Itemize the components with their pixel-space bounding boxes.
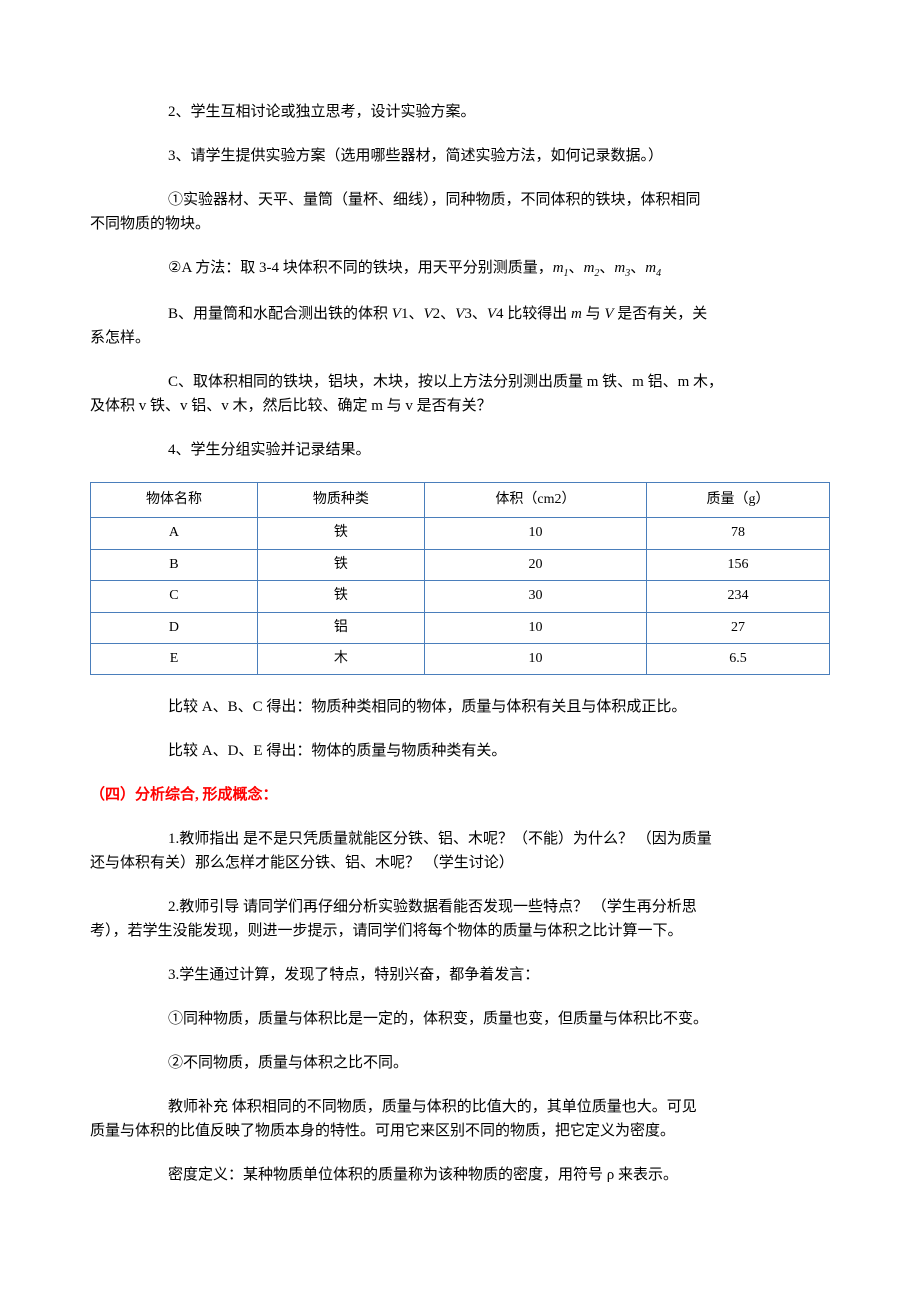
subscript: 4 <box>656 268 661 279</box>
paragraph-4: 4、学生分组实验并记录结果。 <box>90 438 830 462</box>
text-segment: 考），若学生没能发现，则进一步提示，请同学们将每个物体的质量与体积之比计算一下。 <box>90 919 830 943</box>
subscript: 4 <box>496 306 504 322</box>
table-header: 物质种类 <box>257 483 424 518</box>
table-cell: 20 <box>424 549 646 580</box>
subscript: 2 <box>433 306 441 322</box>
paragraph-method-a: ②A 方法：取 3-4 块体积不同的铁块，用天平分别测质量，m1、m2、m3、m… <box>90 256 830 282</box>
text-segment: 还与体积有关）那么怎样才能区分铁、铝、木呢？ （学生讨论） <box>90 851 830 875</box>
paragraph-teacher-1: 1.教师指出 是不是只凭质量就能区分铁、铝、木呢？（不能）为什么？ （因为质量 … <box>90 827 830 875</box>
var-m: m <box>645 260 656 276</box>
subscript: 1 <box>564 268 569 279</box>
text-segment: 1.教师指出 是不是只凭质量就能区分铁、铝、木呢？（不能）为什么？ （因为质量 <box>90 827 830 851</box>
paragraph-materials: ①实验器材、天平、量筒（量杯、细线），同种物质，不同体积的铁块，体积相同 不同物… <box>90 188 830 236</box>
table-cell: 铁 <box>257 518 424 549</box>
table-row: D 铝 10 27 <box>91 612 830 643</box>
text-segment: 不同物质的物块。 <box>90 212 830 236</box>
paragraph-finding-1: ①同种物质，质量与体积比是一定的，体积变，质量也变，但质量与体积比不变。 <box>90 1007 830 1031</box>
table-cell: 铝 <box>257 612 424 643</box>
table-row: B 铁 20 156 <box>91 549 830 580</box>
text-segment: 是否有关，关 <box>614 306 708 322</box>
table-cell: 156 <box>647 549 830 580</box>
table-cell: D <box>91 612 258 643</box>
table-cell: C <box>91 581 258 612</box>
var-m: m <box>614 260 625 276</box>
var-m: m <box>584 260 595 276</box>
table-cell: B <box>91 549 258 580</box>
paragraph-compare-abc: 比较 A、B、C 得出：物质种类相同的物体，质量与体积有关且与体积成正比。 <box>90 695 830 719</box>
var-v: V <box>455 306 464 322</box>
table-cell: 27 <box>647 612 830 643</box>
paragraph-method-c: C、取体积相同的铁块，铝块，木块，按以上方法分别测出质量 m 铁、m 铝、m 木… <box>90 370 830 418</box>
table-cell: 铁 <box>257 549 424 580</box>
paragraph-teacher-supplement: 教师补充 体积相同的不同物质，质量与体积的比值大的，其单位质量也大。可见 质量与… <box>90 1095 830 1143</box>
paragraph-method-b: B、用量筒和水配合测出铁的体积 V1、V2、V3、V4 比较得出 m 与 V 是… <box>90 302 830 350</box>
table-cell: 10 <box>424 612 646 643</box>
table-cell: 10 <box>424 518 646 549</box>
paragraph-finding-2: ②不同物质，质量与体积之比不同。 <box>90 1051 830 1075</box>
subscript: 2 <box>594 268 599 279</box>
text-segment: 教师补充 体积相同的不同物质，质量与体积的比值大的，其单位质量也大。可见 <box>90 1095 830 1119</box>
text-segment: C、取体积相同的铁块，铝块，木块，按以上方法分别测出质量 m 铁、m 铝、m 木… <box>90 370 830 394</box>
table-cell: E <box>91 643 258 674</box>
experiment-data-table: 物体名称 物质种类 体积（cm2） 质量（g） A 铁 10 78 B 铁 20… <box>90 482 830 675</box>
table-cell: 铁 <box>257 581 424 612</box>
text-segment: 系怎样。 <box>90 326 830 350</box>
text-segment: 与 <box>582 306 605 322</box>
table-cell: 78 <box>647 518 830 549</box>
paragraph-3: 3、请学生提供实验方案（选用哪些器材，简述实验方法，如何记录数据。） <box>90 144 830 168</box>
table-header: 物体名称 <box>91 483 258 518</box>
subscript: 3 <box>625 268 630 279</box>
section-heading-4: （四）分析综合, 形成概念： <box>90 783 830 807</box>
table-row: C 铁 30 234 <box>91 581 830 612</box>
text-segment: 质量与体积的比值反映了物质本身的特性。可用它来区别不同的物质，把它定义为密度。 <box>90 1119 830 1143</box>
paragraph-compare-ade: 比较 A、D、E 得出：物体的质量与物质种类有关。 <box>90 739 830 763</box>
subscript: 3 <box>464 306 472 322</box>
table-cell: 木 <box>257 643 424 674</box>
text-segment: B、用量筒和水配合测出铁的体积 <box>168 306 392 322</box>
text-segment: ②A 方法：取 3-4 块体积不同的铁块，用天平分别测质量， <box>168 260 553 276</box>
table-header-row: 物体名称 物质种类 体积（cm2） 质量（g） <box>91 483 830 518</box>
paragraph-teacher-2: 2.教师引导 请同学们再仔细分析实验数据看能否发现一些特点？ （学生再分析思 考… <box>90 895 830 943</box>
table-row: E 木 10 6.5 <box>91 643 830 674</box>
var-v: V <box>423 306 432 322</box>
table-cell: A <box>91 518 258 549</box>
paragraph-2: 2、学生互相讨论或独立思考，设计实验方案。 <box>90 100 830 124</box>
var-v: V <box>487 306 496 322</box>
var-m: m <box>571 306 582 322</box>
paragraph-student-3: 3.学生通过计算，发现了特点，特别兴奋，都争着发言： <box>90 963 830 987</box>
subscript: 1 <box>401 306 409 322</box>
text-segment: 及体积 v 铁、v 铝、v 木，然后比较、确定 m 与 v 是否有关？ <box>90 394 830 418</box>
table-cell: 30 <box>424 581 646 612</box>
paragraph-density-definition: 密度定义：某种物质单位体积的质量称为该种物质的密度，用符号 ρ 来表示。 <box>90 1163 830 1187</box>
var-m: m <box>553 260 564 276</box>
text-segment: ①实验器材、天平、量筒（量杯、细线），同种物质，不同体积的铁块，体积相同 <box>168 192 701 208</box>
table-row: A 铁 10 78 <box>91 518 830 549</box>
table-header: 质量（g） <box>647 483 830 518</box>
text-segment: 比较得出 <box>504 306 572 322</box>
table-header: 体积（cm2） <box>424 483 646 518</box>
var-v: V <box>604 306 613 322</box>
table-cell: 234 <box>647 581 830 612</box>
text-segment: 2.教师引导 请同学们再仔细分析实验数据看能否发现一些特点？ （学生再分析思 <box>90 895 830 919</box>
var-v: V <box>392 306 401 322</box>
table-cell: 10 <box>424 643 646 674</box>
table-cell: 6.5 <box>647 643 830 674</box>
